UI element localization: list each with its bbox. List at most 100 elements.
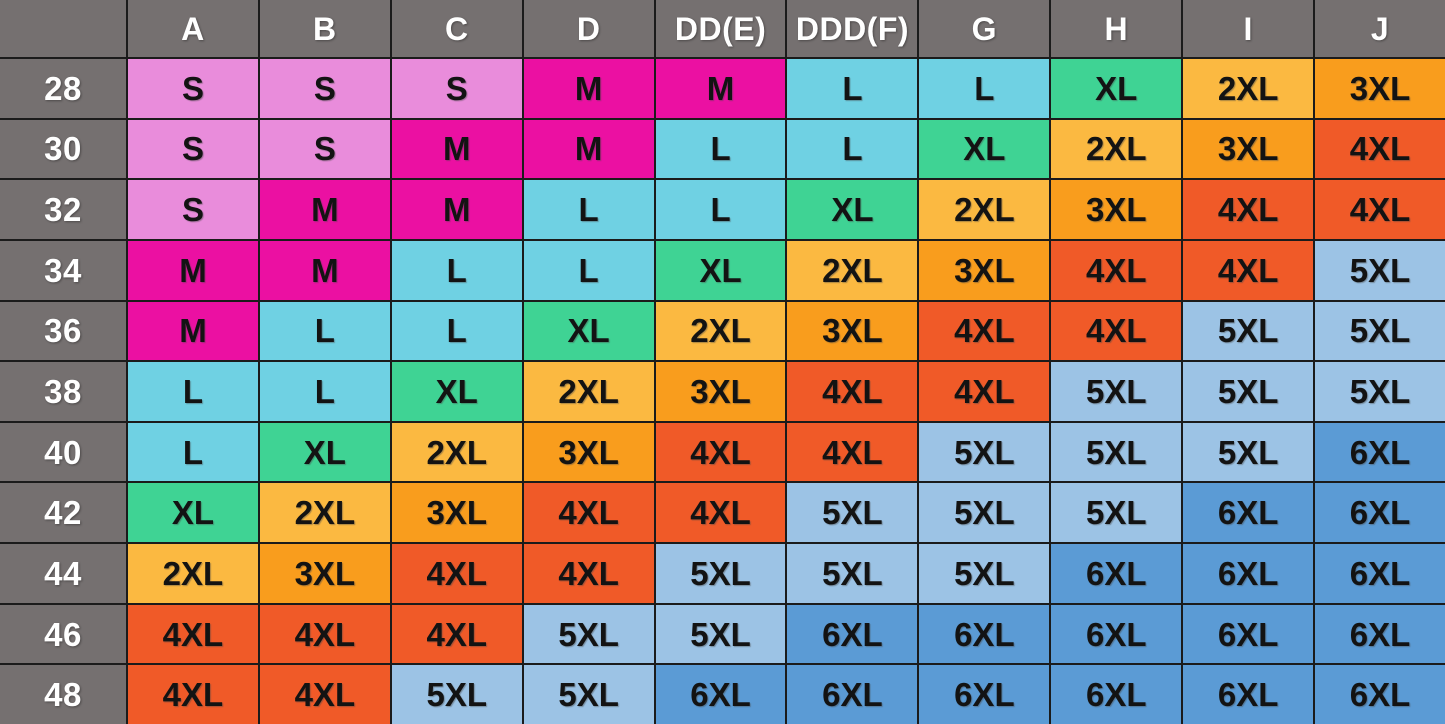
size-cell: 6XL [1315, 544, 1445, 603]
row-band-label: 48 [0, 665, 126, 724]
size-cell: 4XL [128, 604, 258, 664]
row-band-label: 42 [0, 483, 126, 543]
size-cell: 5XL [1315, 240, 1445, 300]
size-cell: M [259, 180, 390, 239]
size-cell: S [259, 59, 390, 118]
size-cell: 5XL [523, 604, 654, 664]
size-cell: 4XL [391, 544, 522, 603]
size-cell: 4XL [919, 362, 1050, 421]
column-header: A [128, 0, 258, 57]
column-header: D [523, 0, 654, 57]
size-cell: 4XL [128, 665, 258, 724]
size-cell: 6XL [1183, 604, 1314, 664]
size-cell: 4XL [787, 362, 918, 421]
size-cell: M [523, 59, 654, 118]
size-cell: 3XL [1183, 119, 1314, 179]
column-header: H [1051, 0, 1182, 57]
size-cell: S [128, 119, 258, 179]
size-cell: 3XL [919, 240, 1050, 300]
size-cell: 4XL [1183, 240, 1314, 300]
size-cell: 6XL [655, 665, 786, 724]
size-cell: 3XL [259, 544, 390, 603]
size-cell: 4XL [523, 544, 654, 603]
size-cell: 3XL [523, 422, 654, 482]
size-cell: 4XL [1051, 301, 1182, 361]
size-cell: 5XL [1315, 301, 1445, 361]
row-band-label: 44 [0, 544, 126, 603]
size-cell: 4XL [919, 301, 1050, 361]
size-cell: 5XL [391, 665, 522, 724]
size-cell: 4XL [1315, 119, 1445, 179]
size-cell: L [655, 180, 786, 239]
size-cell: 5XL [1183, 422, 1314, 482]
size-cell: L [787, 59, 918, 118]
column-header: DD(E) [655, 0, 786, 57]
size-cell: S [128, 59, 258, 118]
size-cell: M [128, 240, 258, 300]
row-band-label: 32 [0, 180, 126, 239]
size-cell: 5XL [919, 483, 1050, 543]
size-cell: L [391, 240, 522, 300]
size-cell: 4XL [1315, 180, 1445, 239]
size-cell: 5XL [787, 544, 918, 603]
size-cell: M [391, 119, 522, 179]
column-header: C [391, 0, 522, 57]
column-header: I [1183, 0, 1314, 57]
size-cell: M [259, 240, 390, 300]
size-cell: 5XL [787, 483, 918, 543]
size-cell: 6XL [1051, 604, 1182, 664]
size-cell: 5XL [523, 665, 654, 724]
size-cell: XL [787, 180, 918, 239]
size-cell: L [259, 362, 390, 421]
row-band-label: 46 [0, 604, 126, 664]
size-cell: 5XL [1051, 483, 1182, 543]
column-header: J [1315, 0, 1445, 57]
size-cell: L [391, 301, 522, 361]
corner-cell [0, 0, 126, 57]
size-cell: M [128, 301, 258, 361]
size-cell: 4XL [523, 483, 654, 543]
size-cell: M [655, 59, 786, 118]
size-cell: 6XL [1315, 665, 1445, 724]
size-cell: 4XL [655, 483, 786, 543]
size-cell: 6XL [1315, 483, 1445, 543]
size-cell: L [128, 362, 258, 421]
size-cell: 3XL [1315, 59, 1445, 118]
size-cell: S [128, 180, 258, 239]
row-band-label: 34 [0, 240, 126, 300]
size-cell: 4XL [391, 604, 522, 664]
size-cell: 5XL [655, 544, 786, 603]
size-cell: S [391, 59, 522, 118]
row-band-label: 36 [0, 301, 126, 361]
size-cell: 4XL [259, 604, 390, 664]
size-cell: S [259, 119, 390, 179]
size-cell: XL [523, 301, 654, 361]
size-cell: 6XL [1051, 544, 1182, 603]
size-cell: M [523, 119, 654, 179]
size-cell: 6XL [1315, 604, 1445, 664]
size-cell: 2XL [128, 544, 258, 603]
size-cell: M [391, 180, 522, 239]
size-cell: 6XL [1183, 665, 1314, 724]
size-cell: 3XL [1051, 180, 1182, 239]
size-cell: 3XL [655, 362, 786, 421]
size-cell: XL [655, 240, 786, 300]
size-cell: 5XL [655, 604, 786, 664]
size-cell: XL [128, 483, 258, 543]
size-cell: 5XL [1183, 301, 1314, 361]
size-cell: 2XL [523, 362, 654, 421]
size-cell: 5XL [1315, 362, 1445, 421]
size-cell: 2XL [1051, 119, 1182, 179]
column-header: DDD(F) [787, 0, 918, 57]
size-cell: 4XL [787, 422, 918, 482]
size-cell: 6XL [1183, 483, 1314, 543]
size-cell: 5XL [919, 544, 1050, 603]
size-cell: 5XL [1051, 422, 1182, 482]
size-cell: 2XL [787, 240, 918, 300]
size-cell: 6XL [1051, 665, 1182, 724]
size-cell: L [655, 119, 786, 179]
column-header: G [919, 0, 1050, 57]
size-cell: 3XL [787, 301, 918, 361]
size-cell: 4XL [1183, 180, 1314, 239]
